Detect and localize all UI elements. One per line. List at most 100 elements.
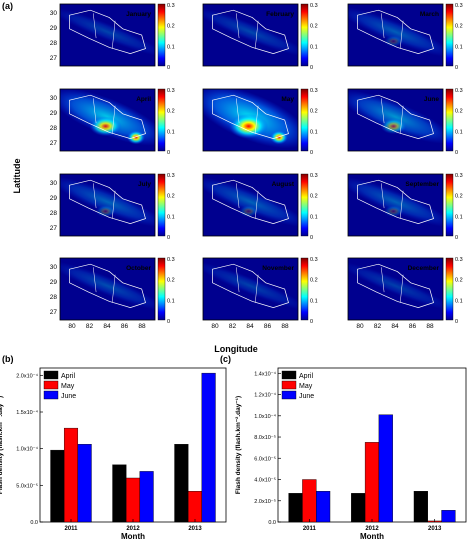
country-outline [212,9,289,54]
country-outline [212,179,289,224]
colorbar-tick-label: 0.2 [455,194,463,200]
activity-band [60,261,155,311]
hotspot [229,113,269,139]
country-outline [69,9,146,54]
colorbar-tick-label: 0.1 [310,298,318,304]
colorbar [157,88,166,152]
map-frame [202,173,299,237]
province-boundary [400,190,404,219]
map-frame [59,3,156,67]
map-x-axis-label: Longitude [214,344,258,354]
activity-band [203,176,298,228]
map-august: August 0.3 0.2 0.1 0 [202,173,318,241]
province-boundary [255,274,259,303]
colorbar [157,173,166,237]
colorbar-tick-label: 0.3 [310,3,318,9]
y-tick-label: 5.0x10⁻⁵ [16,482,38,489]
colorbar-tick-label: 0.2 [455,278,463,284]
province-boundary [93,183,97,209]
colorbar-tick-label: 0 [455,65,458,71]
colorbar-tick-label: 0 [167,150,170,156]
map-frame [347,257,444,321]
legend-label: June [299,393,314,400]
province-boundary [400,105,404,134]
x-tick-label: 2011 [64,526,78,532]
map-december: December 80 82 84 86 88 0.3 0.2 0.1 0 [347,257,463,330]
activity-band [203,261,298,311]
colorbar [445,173,454,237]
province-boundary [112,20,116,49]
y-tick-label: 1.0x10⁻⁴ [16,446,38,453]
map-y-tick-label: 30 [50,10,58,17]
map-title: December [408,265,440,272]
colorbar-tick-label: 0.1 [310,214,318,220]
map-x-tick-label: 80 [356,323,364,330]
map-y-axis-label: Latitude [12,159,22,194]
legend-label: April [299,373,313,380]
bar-june-2013 [201,372,216,523]
colorbar-tick-label: 0.2 [310,278,318,284]
province-boundary [381,98,385,124]
y-tick-label: 2.0x10⁻⁵ [254,498,276,505]
legend-swatch [43,380,59,390]
map-y-tick-label: 28 [50,294,58,301]
colorbar-tick-label: 0.3 [310,88,318,94]
colorbar [300,173,309,237]
colorbar-tick-label: 0.2 [167,109,175,115]
map-x-tick-label: 82 [374,323,382,330]
colorbar-tick-label: 0.3 [167,257,175,263]
bar-april-2012 [351,493,366,523]
colorbar-tick-label: 0.3 [455,257,463,263]
bar-june-2013 [441,510,456,523]
colorbar-tick-label: 0 [167,319,170,325]
bar-chart-c: (c) 0.0 2.0x10⁻⁵ 4.0x10⁻⁵ 6.0x10⁻⁵ 8.0x10⁻⁵ 1.… [220,354,467,541]
x-tick-label: 2011 [303,526,317,532]
bar-may-2013 [187,491,203,523]
map-x-tick-label: 88 [426,323,434,330]
colorbar [445,3,454,67]
colorbar-tick-label: 0 [310,150,313,156]
map-title: March [420,11,439,18]
colorbar-tick-label: 0.3 [167,173,175,179]
map-panel: (a) January 30 29 28 27 0.3 0.2 0.1 0 February 0.3… [2,1,463,354]
map-frame [202,88,299,152]
colorbar-tick-label: 0.2 [167,194,175,200]
map-february: February 0.3 0.2 0.1 0 [202,3,318,71]
bar-chart-b: (b) 0.0 5.0x10⁻⁵ 1.0x10⁻⁴ 1.5x10⁻⁴ 2.0x10⁻⁴ 20… [0,354,227,541]
activity-band [348,6,443,57]
map-frame [347,88,444,152]
map-title: November [262,265,294,272]
province-boundary [112,190,116,219]
colorbar-tick-label: 0 [167,235,170,241]
colorbar-tick-label: 0.1 [167,44,175,50]
bar-may-2012 [125,477,141,523]
activity-band [348,176,443,228]
province-boundary [255,190,259,219]
colorbar-tick-label: 0 [455,150,458,156]
y-tick-label: 1.0x10⁻⁴ [254,413,276,420]
colorbar-tick-label: 0.3 [310,257,318,263]
panel-letter: (c) [220,354,231,364]
colorbar-tick-label: 0 [167,65,170,71]
colorbar-tick-label: 0.3 [455,3,463,9]
colorbar-tick-label: 0.3 [455,88,463,94]
map-y-tick-label: 30 [50,180,58,187]
map-panel-letter: (a) [2,1,13,11]
province-boundary [236,13,240,39]
map-september: September 0.3 0.2 0.1 0 [347,173,463,241]
map-frame [202,3,299,67]
country-outline [69,179,146,224]
country-outline [69,94,146,139]
colorbar-tick-label: 0.2 [167,24,175,30]
hotspot [383,205,404,218]
colorbar-tick-label: 0.2 [455,24,463,30]
map-title: August [272,181,295,188]
colorbar-tick-label: 0.2 [167,278,175,284]
colorbar [300,88,309,152]
map-y-tick-label: 28 [50,210,58,217]
province-boundary [400,274,404,303]
colorbar-tick-label: 0.3 [167,88,175,94]
activity-band [203,7,298,57]
map-y-tick-label: 29 [50,25,58,32]
map-x-tick-label: 84 [103,323,111,330]
